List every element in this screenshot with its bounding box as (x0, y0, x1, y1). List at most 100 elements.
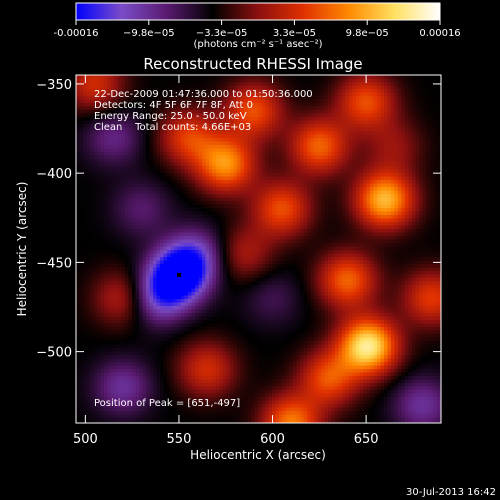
heatmap-cell (156, 99, 161, 104)
heatmap-cell (240, 225, 245, 230)
heatmap-cell (258, 166, 262, 170)
heatmap-cell (405, 201, 409, 205)
heatmap-cell (233, 131, 238, 135)
heatmap-cell (342, 208, 346, 212)
heatmap-cell (219, 166, 224, 170)
heatmap-cell (373, 222, 378, 226)
heatmap-cell (153, 239, 157, 244)
heatmap-cell (426, 110, 430, 114)
heatmap-cell (111, 78, 115, 83)
heatmap-cell (107, 134, 112, 139)
heatmap-cell (90, 131, 94, 135)
heatmap-cell (394, 138, 399, 142)
heatmap-cell (83, 208, 87, 212)
heatmap-cell (174, 229, 178, 233)
heatmap-cell (433, 141, 437, 146)
heatmap-cell (100, 222, 105, 226)
heatmap-cell (153, 218, 157, 223)
heatmap-cell (100, 211, 105, 216)
heatmap-cell (310, 85, 315, 90)
heatmap-cell (272, 197, 276, 202)
heatmap-cell (219, 92, 224, 97)
heatmap-cell (149, 145, 154, 149)
heatmap-cell (79, 141, 84, 146)
heatmap-cell (212, 194, 217, 198)
heatmap-cell (209, 187, 213, 191)
heatmap-cell (132, 85, 136, 90)
heatmap-cell (272, 120, 276, 125)
heatmap-cell (86, 148, 91, 153)
heatmap-cell (380, 232, 385, 237)
heatmap-cell (314, 187, 318, 191)
heatmap-cell (275, 187, 280, 191)
heatmap-cell (272, 222, 276, 226)
heatmap-cell (412, 120, 416, 125)
heatmap-cell (279, 197, 283, 202)
heatmap-cell (135, 127, 140, 132)
heatmap-cell (429, 120, 434, 125)
heatmap-cell (177, 225, 182, 230)
heatmap-cell (324, 215, 329, 219)
heatmap-cell (321, 124, 325, 128)
heatmap-cell (363, 82, 367, 86)
heatmap-cell (209, 162, 213, 167)
heatmap-cell (121, 159, 126, 163)
heatmap-cell (377, 204, 381, 209)
heatmap-cell (405, 134, 409, 139)
heatmap-cell (303, 145, 308, 149)
heatmap-cell (156, 89, 161, 93)
heatmap-cell (314, 89, 318, 93)
heatmap-cell (177, 162, 182, 167)
heatmap-cell (163, 141, 168, 146)
heatmap-cell (394, 148, 399, 153)
heatmap-cell (212, 92, 217, 97)
heatmap-cell (419, 225, 423, 230)
heatmap-cell (160, 190, 164, 195)
heatmap-cell (202, 82, 206, 86)
heatmap-cell (314, 183, 318, 188)
heatmap-cell (408, 131, 413, 135)
heatmap-cell (195, 162, 199, 167)
heatmap-cell (405, 113, 409, 118)
heatmap-cell (433, 232, 437, 237)
heatmap-cell (114, 152, 119, 156)
heatmap-cell (314, 117, 318, 121)
heatmap-cell (174, 99, 178, 104)
heatmap-cell (132, 218, 136, 223)
heatmap-cell (394, 155, 399, 160)
heatmap-cell (356, 229, 360, 233)
heatmap-cell (289, 166, 294, 170)
heatmap-cell (289, 113, 294, 118)
heatmap-cell (76, 127, 80, 132)
heatmap-cell (219, 239, 224, 244)
heatmap-cell (307, 148, 311, 153)
heatmap-cell (160, 99, 164, 104)
heatmap-cell (251, 145, 255, 149)
heatmap-cell (247, 145, 252, 149)
heatmap-cell (352, 103, 357, 107)
heatmap-cell (100, 141, 105, 146)
heatmap-cell (272, 176, 276, 181)
heatmap-cell (205, 222, 210, 226)
heatmap-cell (356, 92, 360, 97)
heatmap-cell (125, 145, 129, 149)
heatmap-cell (149, 208, 154, 212)
heatmap-cell (436, 229, 441, 233)
heatmap-cell (331, 75, 336, 79)
heatmap-cell (205, 197, 210, 202)
heatmap-cell (307, 78, 311, 83)
heatmap-cell (338, 85, 343, 90)
heatmap-cell (433, 103, 437, 107)
heatmap-cell (349, 152, 353, 156)
heatmap-cell (97, 92, 101, 97)
heatmap-cell (268, 232, 273, 237)
heatmap-cell (135, 120, 140, 125)
heatmap-cell (93, 162, 98, 167)
heatmap-cell (258, 162, 262, 167)
heatmap-cell (377, 232, 381, 237)
heatmap-cell (205, 204, 210, 209)
heatmap-cell (429, 229, 434, 233)
heatmap-cell (275, 169, 280, 174)
heatmap-cell (163, 190, 168, 195)
heatmap-cell (433, 225, 437, 230)
